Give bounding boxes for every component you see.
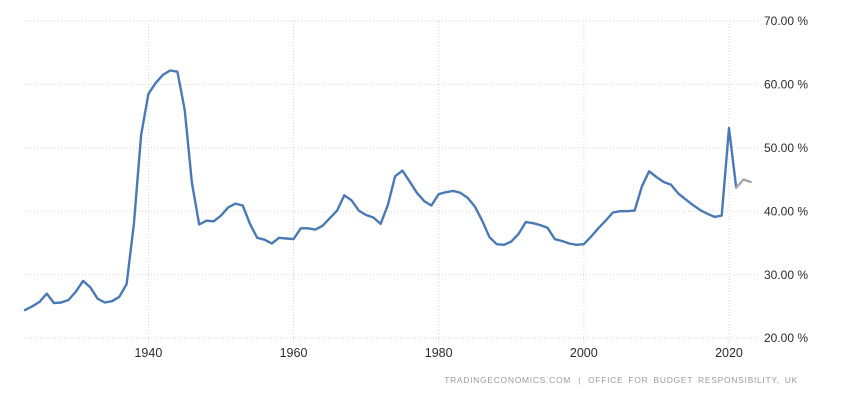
forecast-line[interactable] bbox=[735, 178, 752, 189]
x-tick-label: 2000 bbox=[570, 346, 598, 360]
source-separator: | bbox=[578, 375, 581, 385]
source-attribution: TRADINGECONOMICS.COM | OFFICE FOR BUDGET R… bbox=[444, 375, 798, 385]
historical-line[interactable] bbox=[23, 69, 738, 312]
source-site: TRADINGECONOMICS.COM bbox=[444, 375, 572, 385]
y-axis-labels: 70.00 % 60.00 % 50.00 % 40.00 % 30.00 % 20.00… bbox=[764, 14, 808, 345]
y-tick-label: 20.00 % bbox=[764, 331, 808, 345]
data-series bbox=[23, 69, 752, 312]
x-tick-label: 1960 bbox=[280, 346, 308, 360]
y-tick-label: 30.00 % bbox=[764, 268, 808, 282]
y-tick-label: 60.00 % bbox=[764, 78, 808, 92]
x-tick-label: 1940 bbox=[134, 346, 162, 360]
x-axis-labels: 1940 1960 1980 2000 2020 bbox=[134, 346, 742, 360]
vertical-gridlines bbox=[147, 21, 730, 345]
horizontal-gridlines bbox=[25, 20, 758, 339]
y-tick-label: 50.00 % bbox=[764, 141, 808, 155]
y-tick-label: 40.00 % bbox=[764, 204, 808, 218]
x-tick-label: 1980 bbox=[425, 346, 453, 360]
y-tick-label: 70.00 % bbox=[764, 14, 808, 28]
source-provider: OFFICE FOR BUDGET RESPONSIBILITY, UK bbox=[587, 375, 798, 385]
x-tick-label: 2020 bbox=[715, 346, 743, 360]
